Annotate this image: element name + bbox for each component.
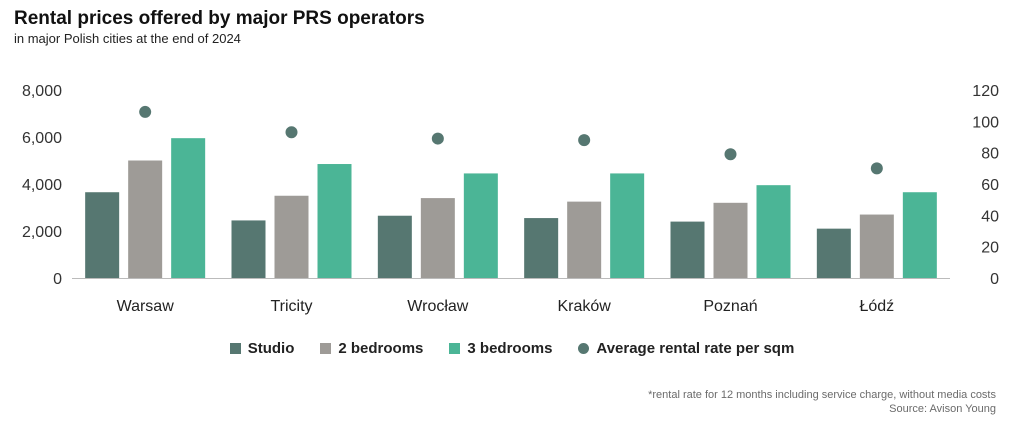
y-tick-label: 2,000 <box>22 224 62 241</box>
bar-2-bedrooms-warsaw <box>128 160 163 278</box>
bar-studio-poznan <box>670 221 705 278</box>
bar-2-bedrooms-o-dz <box>859 214 894 278</box>
legend-item-2-bedrooms: 2 bedrooms <box>320 340 423 357</box>
bar-studio-o-dz <box>816 228 851 278</box>
avg-rate-dot-krako-w <box>578 134 591 147</box>
y2-tick-label: 60 <box>981 177 999 194</box>
y2-tick-label: 120 <box>972 83 999 100</box>
bar-2-bedrooms-krako-w <box>567 201 602 278</box>
bar-3-bedrooms-krako-w <box>610 173 645 278</box>
y2-tick-label: 80 <box>981 146 999 163</box>
footnote-text: *rental rate for 12 months including ser… <box>648 389 996 401</box>
chart-title: Rental prices offered by major PRS opera… <box>14 8 425 29</box>
y2-tick-label: 20 <box>981 240 999 257</box>
y2-tick-label: 40 <box>981 208 999 225</box>
footnote: *rental rate for 12 months including ser… <box>648 388 996 416</box>
legend-swatch-studio <box>229 343 241 354</box>
y-tick-label: 0 <box>53 271 62 288</box>
bar-3-bedrooms-warsaw <box>171 138 206 278</box>
category-label: Tricity <box>270 298 312 315</box>
legend-swatch-3-bedrooms <box>449 343 461 354</box>
bar-3-bedrooms-wroc-aw <box>463 173 498 278</box>
avg-rate-dot-warsaw <box>139 105 152 118</box>
bar-2-bedrooms-wroc-aw <box>420 198 455 278</box>
category-label: Łódź <box>859 298 894 315</box>
legend-label-2-bedrooms: 2 bedrooms <box>338 340 424 357</box>
bar-3-bedrooms-poznan <box>756 185 791 278</box>
legend-item-studio: Studio <box>229 340 295 357</box>
bar-studio-warsaw <box>85 192 120 278</box>
category-label: Wrocław <box>407 298 468 315</box>
legend-label-avg-rate: Average rental rate per sqm <box>596 340 795 357</box>
legend-label-studio: Studio <box>247 340 295 357</box>
category-label: Warsaw <box>117 298 175 315</box>
legend-item-avg-rate: Average rental rate per sqm <box>578 340 794 357</box>
chart-subtitle: in major Polish cities at the end of 202… <box>14 31 241 46</box>
source-text: Source: Avison Young <box>889 403 996 415</box>
y2-tick-label: 100 <box>972 114 999 131</box>
bar-2-bedrooms-poznan <box>713 202 748 278</box>
bar-studio-wroc-aw <box>377 215 412 278</box>
category-label: Poznań <box>703 298 757 315</box>
y-tick-label: 8,000 <box>22 83 62 100</box>
bar-studio-tricity <box>231 220 266 278</box>
avg-rate-dot-tricity <box>285 126 298 139</box>
y2-tick-label: 0 <box>990 271 999 288</box>
bar-3-bedrooms-o-dz <box>902 192 937 278</box>
avg-rate-dot-wroc-aw <box>431 132 444 145</box>
bar-studio-krako-w <box>524 218 559 278</box>
legend-label-3-bedrooms: 3 bedrooms <box>467 340 553 357</box>
legend-swatch-avg-rate <box>578 343 590 354</box>
legend-item-3-bedrooms: 3 bedrooms <box>449 340 552 357</box>
bar-3-bedrooms-tricity <box>317 164 352 278</box>
avg-rate-dot-poznan <box>724 148 737 161</box>
avg-rate-dot-o-dz <box>870 162 883 175</box>
chart-area: 0 2,000 4,000 6,000 8,000 0 20 40 60 80 100 120 Wars… <box>22 83 999 315</box>
legend-swatch-2-bedrooms <box>320 343 332 354</box>
category-label: Kraków <box>557 298 611 315</box>
bar-2-bedrooms-tricity <box>274 195 309 278</box>
legend: Studio 2 bedrooms 3 bedrooms Average ren… <box>0 340 1024 357</box>
y-tick-label: 6,000 <box>22 130 62 147</box>
y-tick-label: 4,000 <box>22 177 62 194</box>
